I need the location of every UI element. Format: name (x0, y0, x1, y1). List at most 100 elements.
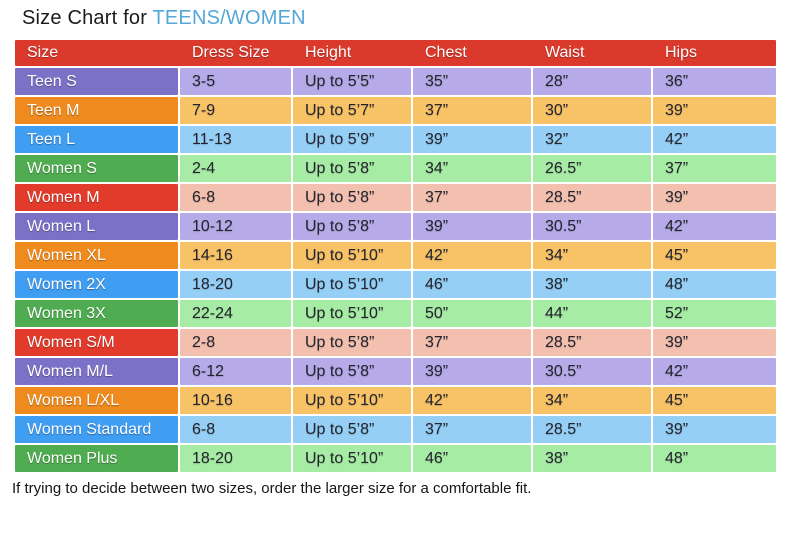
table-row: Women XL 14-16 Up to 5’10” 42” 34” 45” (15, 242, 776, 269)
chest-cell: 46” (413, 271, 531, 298)
height-cell: Up to 5’5” (293, 68, 411, 95)
size-cell: Women S (15, 155, 178, 182)
height-cell: Up to 5’10” (293, 271, 411, 298)
size-cell: Teen M (15, 97, 178, 124)
height-cell: Up to 5’10” (293, 242, 411, 269)
height-cell: Up to 5’8” (293, 358, 411, 385)
size-cell: Women M/L (15, 358, 178, 385)
table-row: Teen S 3-5 Up to 5’5” 35” 28” 36” (15, 68, 776, 95)
table-row: Women M/L 6-12 Up to 5’8” 39” 30.5” 42” (15, 358, 776, 385)
dress-size-cell: 14-16 (180, 242, 291, 269)
chest-cell: 46” (413, 445, 531, 472)
waist-cell: 28.5” (533, 416, 651, 443)
hips-cell: 45” (653, 242, 776, 269)
hips-cell: 36” (653, 68, 776, 95)
waist-cell: 32” (533, 126, 651, 153)
waist-cell: 26.5” (533, 155, 651, 182)
waist-cell: 44” (533, 300, 651, 327)
hips-cell: 45” (653, 387, 776, 414)
size-cell: Women XL (15, 242, 178, 269)
dress-size-cell: 6-8 (180, 184, 291, 211)
col-header-height: Height (305, 44, 352, 61)
size-cell: Women Plus (15, 445, 178, 472)
chest-cell: 39” (413, 358, 531, 385)
col-header-dress-size: Dress Size (192, 44, 270, 61)
height-cell: Up to 5’8” (293, 213, 411, 240)
footer-note: If trying to decide between two sizes, o… (12, 480, 532, 497)
size-cell: Teen L (15, 126, 178, 153)
waist-cell: 38” (533, 271, 651, 298)
size-cell: Women Standard (15, 416, 178, 443)
col-header-chest: Chest (425, 44, 467, 61)
height-cell: Up to 5’10” (293, 300, 411, 327)
hips-cell: 37” (653, 155, 776, 182)
chest-cell: 39” (413, 213, 531, 240)
dress-size-cell: 10-16 (180, 387, 291, 414)
chest-cell: 39” (413, 126, 531, 153)
table-row: Women L 10-12 Up to 5’8” 39” 30.5” 42” (15, 213, 776, 240)
size-cell: Women S/M (15, 329, 178, 356)
chest-cell: 37” (413, 184, 531, 211)
page-title: Size Chart for TEENS/WOMEN (22, 7, 306, 30)
dress-size-cell: 2-4 (180, 155, 291, 182)
size-cell: Women 2X (15, 271, 178, 298)
chest-cell: 35” (413, 68, 531, 95)
waist-cell: 38” (533, 445, 651, 472)
height-cell: Up to 5’8” (293, 329, 411, 356)
table-row: Women Standard 6-8 Up to 5’8” 37” 28.5” 39” (15, 416, 776, 443)
hips-cell: 39” (653, 97, 776, 124)
title-highlight: TEENS/WOMEN (152, 7, 306, 29)
height-cell: Up to 5’8” (293, 416, 411, 443)
dress-size-cell: 6-8 (180, 416, 291, 443)
table-row: Women L/XL 10-16 Up to 5’10” 42” 34” 45” (15, 387, 776, 414)
waist-cell: 30.5” (533, 213, 651, 240)
dress-size-cell: 22-24 (180, 300, 291, 327)
chest-cell: 37” (413, 97, 531, 124)
waist-cell: 34” (533, 242, 651, 269)
hips-cell: 52” (653, 300, 776, 327)
size-cell: Women L (15, 213, 178, 240)
col-header-waist: Waist (545, 44, 585, 61)
dress-size-cell: 18-20 (180, 271, 291, 298)
chest-cell: 42” (413, 387, 531, 414)
chest-cell: 34” (413, 155, 531, 182)
table-row: Women Plus 18-20 Up to 5’10” 46” 38” 48” (15, 445, 776, 472)
height-cell: Up to 5’9” (293, 126, 411, 153)
size-cell: Women M (15, 184, 178, 211)
waist-cell: 30.5” (533, 358, 651, 385)
page-title-prefix: Size Chart for (22, 7, 153, 29)
table-row: Women S 2-4 Up to 5’8” 34” 26.5” 37” (15, 155, 776, 182)
chest-cell: 37” (413, 416, 531, 443)
hips-cell: 42” (653, 213, 776, 240)
hips-cell: 48” (653, 445, 776, 472)
chest-cell: 42” (413, 242, 531, 269)
table-row: Teen M 7-9 Up to 5’7” 37” 30” 39” (15, 97, 776, 124)
waist-cell: 30” (533, 97, 651, 124)
waist-cell: 28” (533, 68, 651, 95)
size-chart-table: Size Dress Size Height Chest Waist Hips … (15, 40, 776, 472)
hips-cell: 42” (653, 126, 776, 153)
dress-size-cell: 11-13 (180, 126, 291, 153)
chest-cell: 50” (413, 300, 531, 327)
hips-cell: 39” (653, 184, 776, 211)
height-cell: Up to 5’8” (293, 155, 411, 182)
height-cell: Up to 5’7” (293, 97, 411, 124)
dress-size-cell: 7-9 (180, 97, 291, 124)
size-cell: Women L/XL (15, 387, 178, 414)
size-cell: Women 3X (15, 300, 178, 327)
waist-cell: 28.5” (533, 329, 651, 356)
waist-cell: 28.5” (533, 184, 651, 211)
hips-cell: 39” (653, 329, 776, 356)
hips-cell: 48” (653, 271, 776, 298)
dress-size-cell: 18-20 (180, 445, 291, 472)
col-header-size: Size (27, 44, 59, 61)
dress-size-cell: 3-5 (180, 68, 291, 95)
chest-cell: 37” (413, 329, 531, 356)
height-cell: Up to 5’8” (293, 184, 411, 211)
dress-size-cell: 10-12 (180, 213, 291, 240)
header-row: Size Dress Size Height Chest Waist Hips (15, 40, 776, 66)
size-cell: Teen S (15, 68, 178, 95)
table-row: Women 3X 22-24 Up to 5’10” 50” 44” 52” (15, 300, 776, 327)
dress-size-cell: 6-12 (180, 358, 291, 385)
waist-cell: 34” (533, 387, 651, 414)
